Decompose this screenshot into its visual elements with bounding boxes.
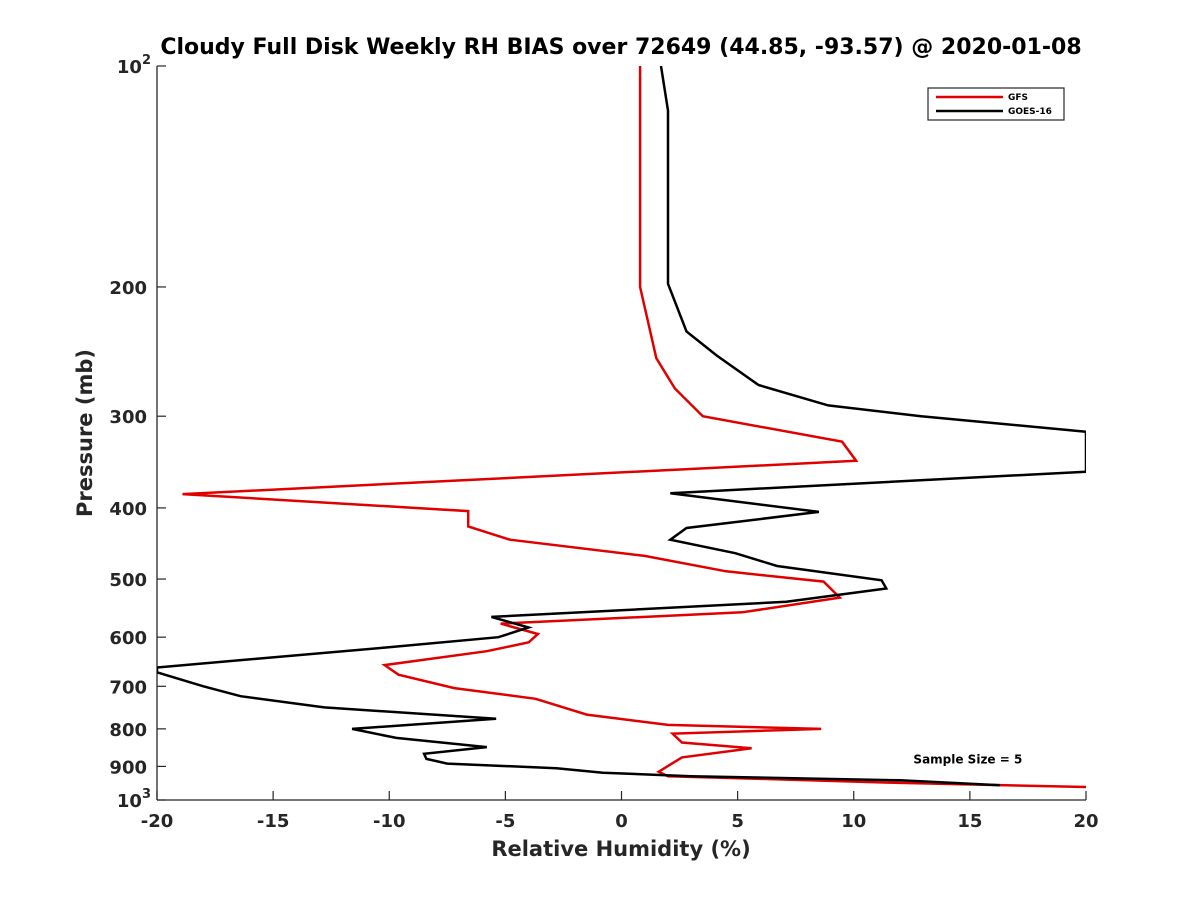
series-line-goes16 xyxy=(157,66,1086,787)
x-tick-label: -20 xyxy=(141,811,174,832)
chart-title: Cloudy Full Disk Weekly RH BIAS over 726… xyxy=(160,35,1081,60)
y-tick-label: 500 xyxy=(109,570,147,591)
y-tick-label: 102 xyxy=(117,53,151,78)
series-layer xyxy=(157,66,1086,789)
x-tick-label: 15 xyxy=(957,811,982,832)
sample-size-annotation: Sample Size = 5 xyxy=(913,752,1022,766)
y-axis-label: Pressure (mb) xyxy=(73,349,97,517)
legend-box xyxy=(927,87,1065,121)
x-tick-label: 5 xyxy=(731,811,744,832)
legend-label-goes16: GOES-16 xyxy=(1008,107,1052,117)
y-tick-label: 400 xyxy=(109,499,147,520)
x-tick-label: 0 xyxy=(615,811,628,832)
y-tick-label: 900 xyxy=(109,757,147,778)
x-tick-label: -10 xyxy=(373,811,406,832)
plot-area: -20 -15 -10 -5 0 5 10 15 20 102 200 300 400 500 600 70… xyxy=(109,53,1098,832)
x-ticks: -20 -15 -10 -5 0 5 10 15 20 xyxy=(141,791,1099,832)
x-axis-label: Relative Humidity (%) xyxy=(491,837,750,861)
y-tick-label: 300 xyxy=(109,407,147,428)
x-tick-label: -5 xyxy=(495,811,515,832)
y-tick-label: 103 xyxy=(117,787,151,812)
legend: GFS GOES-16 xyxy=(927,87,1065,121)
legend-label-gfs: GFS xyxy=(1008,93,1028,103)
x-tick-label: 20 xyxy=(1073,811,1098,832)
y-ticks: 102 200 300 400 500 600 700 800 900 103 xyxy=(109,53,166,812)
series-line-gfs xyxy=(182,66,1086,789)
x-tick-label: -15 xyxy=(257,811,290,832)
y-tick-label: 700 xyxy=(109,677,147,698)
x-tick-label: 10 xyxy=(841,811,866,832)
y-tick-label: 200 xyxy=(109,278,147,299)
y-tick-label: 600 xyxy=(109,628,147,649)
y-tick-label: 800 xyxy=(109,720,147,741)
